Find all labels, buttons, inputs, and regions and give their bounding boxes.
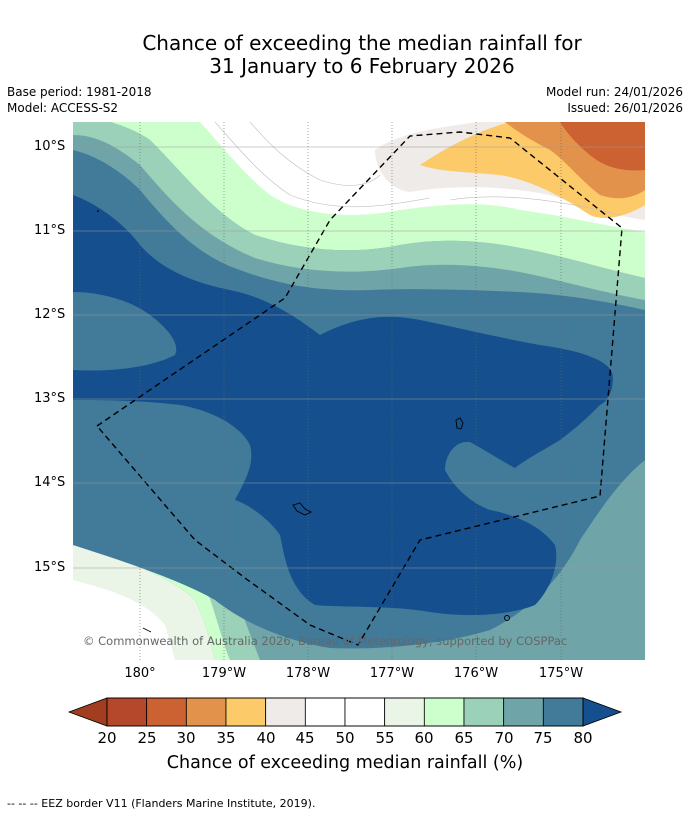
band-25-30 (560, 122, 645, 171)
colorbar-under-arrow (67, 697, 108, 727)
contour-line-3 (449, 196, 621, 216)
colorbar-label: Chance of exceeding median rainfall (%) (166, 753, 524, 773)
copyright-notice: © Commonwealth of Australia 2026, Bureau… (83, 634, 568, 648)
tick-35: 35 (216, 729, 236, 747)
colorbar-cell-65 (463, 697, 505, 727)
band-80-plus (73, 195, 613, 616)
lon-label-175w: 175°W (538, 666, 584, 681)
eez-border (95, 131, 623, 646)
meta-right: Model run: 24/01/2026 Issued: 26/01/2026 (546, 84, 683, 116)
contour-line-2 (249, 122, 381, 186)
tick-40: 40 (256, 729, 276, 747)
tick-20: 20 (97, 729, 117, 747)
lat-label-11s: 11°S (34, 223, 66, 238)
island-4 (142, 627, 152, 633)
colorbar-cell-45 (304, 697, 346, 727)
colorbar-cell-70 (503, 697, 544, 727)
contour-fill (73, 122, 645, 660)
tick-60: 60 (414, 729, 434, 747)
chart-title: Chance of exceeding the median rainfall … (0, 32, 690, 78)
contour-line-1 (214, 122, 431, 208)
band-60-65-top (110, 122, 645, 278)
tick-45: 45 (295, 729, 315, 747)
lat-label-12s: 12°S (34, 307, 66, 322)
tick-75: 75 (533, 729, 553, 747)
island-5 (97, 210, 99, 212)
tick-80: 80 (573, 729, 593, 747)
colorbar-cell-50 (344, 697, 386, 727)
issued-date: Issued: 26/01/2026 (567, 101, 683, 115)
rainfall-map (73, 122, 645, 660)
colorbar-cells (106, 697, 584, 727)
colorbar-cell-55 (384, 697, 425, 727)
colorbar-cell-40 (265, 697, 306, 727)
eez-legend: -- -- -- EEZ border V11 (Flanders Marine… (7, 797, 316, 810)
tick-25: 25 (137, 729, 157, 747)
colorbar-cell-75 (542, 697, 584, 727)
meta-left: Base period: 1981-2018 Model: ACCESS-S2 (7, 84, 152, 116)
model-name: Model: ACCESS-S2 (7, 101, 119, 115)
band-45-55-left (73, 580, 175, 660)
island-2 (292, 502, 313, 516)
lat-label-14s: 14°S (34, 475, 66, 490)
lat-label-15s: 15°S (34, 560, 66, 575)
title-line-1: Chance of exceeding the median rainfall … (142, 31, 582, 55)
colorbar-cell-35 (225, 697, 267, 727)
lon-label-177w: 177°W (369, 666, 415, 681)
colorbar-cell-30 (185, 697, 227, 727)
island-1 (455, 417, 464, 430)
island-3 (504, 615, 510, 621)
colorbar-over-arrow (582, 697, 623, 727)
lon-label-179w: 179°W (201, 666, 247, 681)
lon-label-180: 180° (124, 666, 156, 681)
tick-65: 65 (454, 729, 474, 747)
colorbar (67, 697, 623, 727)
tick-70: 70 (494, 729, 514, 747)
base-period: Base period: 1981-2018 (7, 85, 152, 99)
tick-30: 30 (176, 729, 196, 747)
model-run: Model run: 24/01/2026 (545, 85, 683, 99)
title-line-2: 31 January to 6 February 2026 (209, 54, 515, 78)
colorbar-outline (106, 697, 584, 727)
tick-55: 55 (375, 729, 395, 747)
band-65-70-top (73, 122, 645, 300)
lon-label-176w: 176°W (453, 666, 499, 681)
lat-label-13s: 13°S (34, 391, 66, 406)
graticule-lat (73, 146, 645, 569)
tick-50: 50 (335, 729, 355, 747)
lon-label-178w: 178°W (285, 666, 331, 681)
colorbar-cell-25 (146, 697, 187, 727)
colorbar-cell-60 (423, 697, 465, 727)
colorbar-cell-20 (106, 697, 148, 727)
lat-label-10s: 10°S (34, 139, 66, 154)
